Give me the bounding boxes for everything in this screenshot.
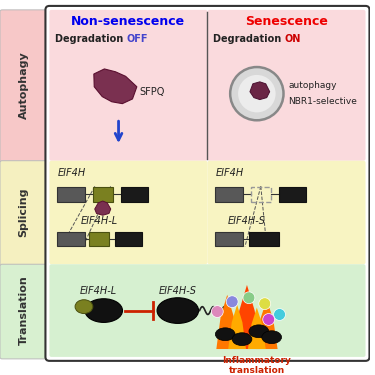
FancyBboxPatch shape	[0, 161, 47, 266]
FancyBboxPatch shape	[0, 10, 47, 163]
Circle shape	[243, 292, 255, 304]
Polygon shape	[216, 295, 238, 349]
FancyBboxPatch shape	[45, 6, 369, 361]
Text: OFF: OFF	[126, 34, 148, 45]
Polygon shape	[95, 201, 111, 215]
Circle shape	[238, 75, 276, 112]
FancyBboxPatch shape	[115, 232, 142, 246]
Ellipse shape	[75, 300, 93, 314]
Text: Degradation: Degradation	[55, 34, 126, 45]
Text: EIF4H: EIF4H	[57, 168, 86, 177]
Text: Autophagy: Autophagy	[19, 51, 29, 119]
Text: Non-senescence: Non-senescence	[71, 15, 186, 28]
Text: EIF4H-L: EIF4H-L	[81, 216, 118, 226]
Text: EIF4H-L: EIF4H-L	[80, 286, 117, 296]
Text: ON: ON	[285, 34, 301, 45]
Text: NBR1-selective: NBR1-selective	[288, 97, 357, 106]
Text: Translation: Translation	[19, 276, 29, 345]
Ellipse shape	[157, 298, 198, 323]
Polygon shape	[94, 69, 137, 104]
Text: EIF4H-S: EIF4H-S	[228, 216, 266, 226]
Text: Degradation: Degradation	[213, 34, 285, 45]
Circle shape	[211, 306, 223, 318]
Polygon shape	[228, 304, 246, 349]
Text: SFPQ: SFPQ	[139, 87, 165, 97]
FancyBboxPatch shape	[50, 10, 207, 161]
Circle shape	[274, 309, 285, 320]
FancyBboxPatch shape	[120, 188, 148, 202]
Ellipse shape	[232, 333, 252, 346]
FancyBboxPatch shape	[50, 161, 207, 264]
FancyBboxPatch shape	[249, 232, 279, 246]
FancyBboxPatch shape	[89, 232, 109, 246]
Polygon shape	[234, 285, 260, 349]
Text: EIF4H-S: EIF4H-S	[159, 286, 197, 296]
FancyBboxPatch shape	[57, 188, 85, 202]
Text: translation: translation	[229, 366, 285, 375]
Text: autophagy: autophagy	[288, 81, 337, 90]
FancyBboxPatch shape	[0, 264, 47, 359]
Text: EIF4H: EIF4H	[215, 168, 244, 177]
FancyBboxPatch shape	[93, 188, 112, 202]
Ellipse shape	[262, 331, 282, 344]
Text: Splicing: Splicing	[19, 188, 29, 237]
FancyBboxPatch shape	[207, 161, 366, 264]
FancyBboxPatch shape	[279, 188, 306, 202]
Polygon shape	[248, 308, 266, 349]
FancyBboxPatch shape	[207, 10, 366, 161]
Circle shape	[230, 67, 284, 120]
Circle shape	[226, 296, 238, 307]
Polygon shape	[250, 82, 270, 100]
Text: Senescence: Senescence	[245, 15, 328, 28]
FancyBboxPatch shape	[57, 232, 85, 246]
FancyBboxPatch shape	[215, 232, 243, 246]
Circle shape	[259, 298, 271, 310]
Ellipse shape	[215, 328, 235, 340]
Circle shape	[263, 314, 274, 326]
FancyBboxPatch shape	[215, 188, 243, 202]
Ellipse shape	[85, 299, 123, 322]
FancyBboxPatch shape	[50, 264, 366, 357]
Text: Inflammatory: Inflammatory	[222, 356, 291, 365]
Polygon shape	[256, 300, 278, 349]
Ellipse shape	[249, 325, 269, 338]
